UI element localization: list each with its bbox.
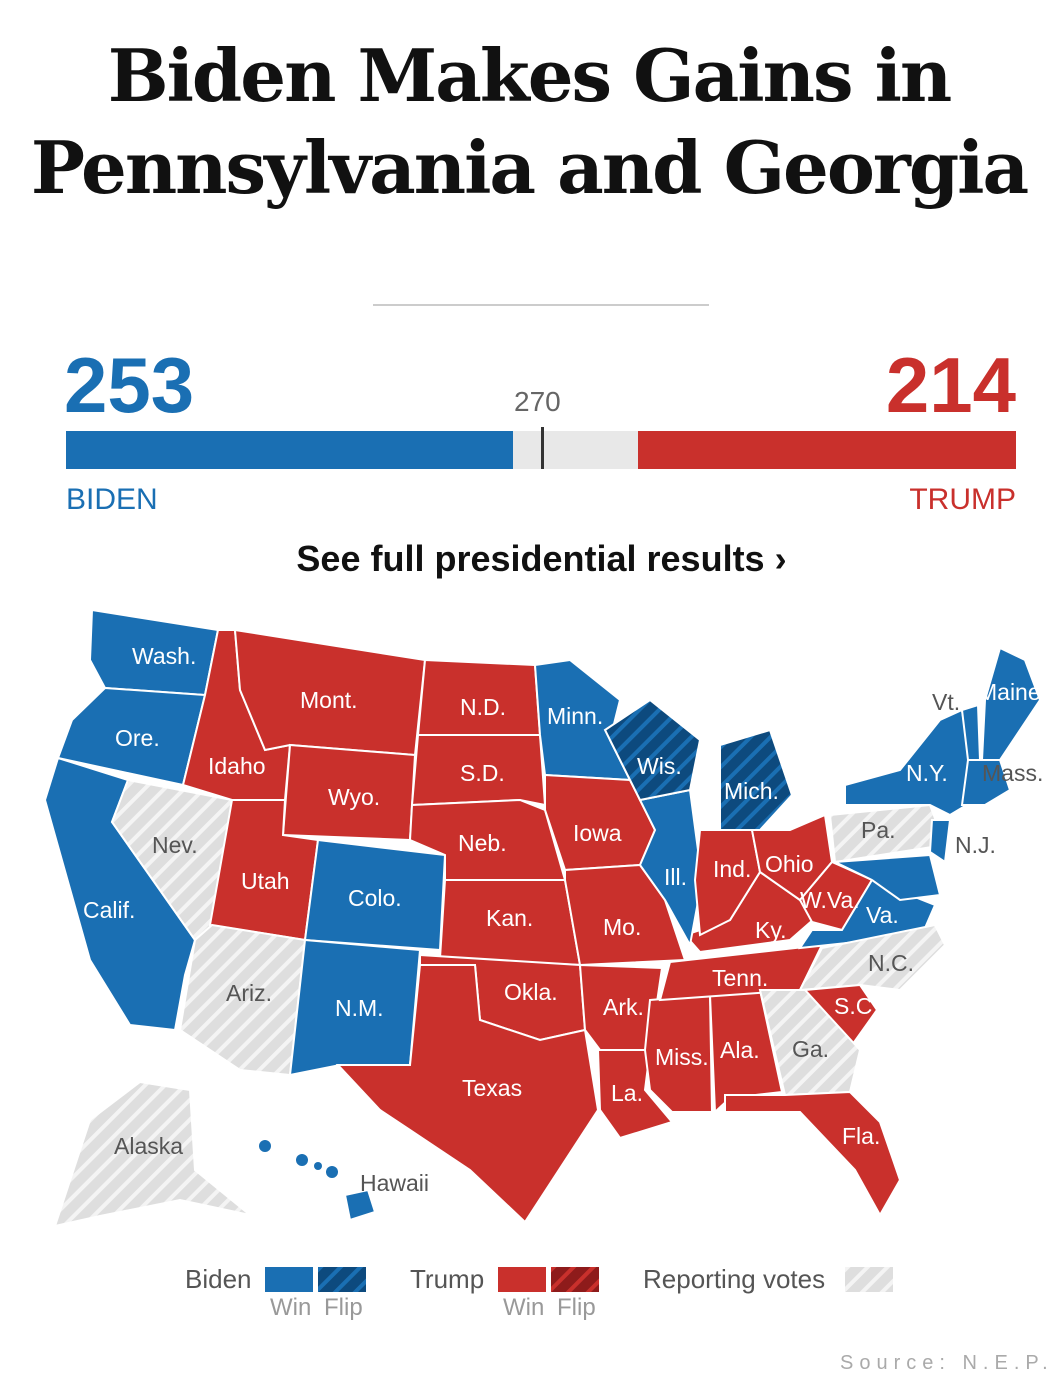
state-label-ark: Ark. — [603, 994, 644, 1020]
legend-biden-flip: Flip — [324, 1294, 363, 1321]
state-label-pa: Pa. — [861, 817, 896, 843]
trump-electoral-votes: 214 — [885, 341, 1016, 429]
trump-label: TRUMP — [909, 483, 1016, 516]
hawaii-island — [259, 1140, 271, 1152]
state-label-miss: Miss. — [655, 1044, 709, 1070]
state-mass[interactable] — [960, 759, 1012, 806]
legend-trump-win: Win — [503, 1294, 545, 1321]
state-label-ga: Ga. — [792, 1036, 829, 1062]
legend-trump-win-swatch — [498, 1267, 546, 1292]
hawaii-island — [296, 1154, 308, 1166]
state-label-n-j: N.J. — [955, 832, 996, 858]
legend-biden-win: Win — [270, 1294, 312, 1321]
state-label-iowa: Iowa — [573, 820, 622, 846]
state-label-ala: Ala. — [720, 1037, 760, 1063]
biden-bar — [66, 431, 513, 469]
state-label-wyo: Wyo. — [328, 784, 380, 810]
state-label-neb: Neb. — [458, 830, 507, 856]
threshold-marker — [541, 427, 545, 469]
state-label-okla: Okla. — [504, 979, 558, 1005]
hawaii-island — [314, 1162, 322, 1170]
state-label-nev: Nev. — [152, 832, 198, 858]
state-label-utah: Utah — [241, 868, 290, 894]
state-label-n-d: N.D. — [460, 694, 506, 720]
state-label-kan: Kan. — [486, 905, 533, 931]
state-label-texas: Texas — [462, 1075, 522, 1101]
state-label-n-c: N.C. — [868, 950, 914, 976]
state-s-d[interactable] — [410, 734, 547, 807]
state-label-colo: Colo. — [348, 885, 402, 911]
state-label-ky: Ky. — [755, 917, 787, 943]
state-label-wash: Wash. — [132, 643, 196, 669]
state-hawaii[interactable] — [343, 1188, 377, 1222]
legend-biden-win-swatch — [265, 1267, 313, 1292]
state-n-j[interactable] — [928, 819, 952, 864]
state-label-mo: Mo. — [603, 914, 641, 940]
state-ga[interactable] — [758, 989, 862, 1097]
state-texas[interactable] — [335, 964, 600, 1224]
biden-label: BIDEN — [66, 483, 158, 516]
legend-trump: Trump — [410, 1264, 485, 1294]
state-label-alaska: Alaska — [114, 1133, 183, 1159]
state-md[interactable] — [831, 853, 942, 902]
state-label-minn: Minn. — [547, 703, 603, 729]
state-alaska[interactable] — [53, 1080, 251, 1228]
state-label-vt: Vt. — [932, 689, 960, 715]
state-label-ind: Ind. — [713, 856, 751, 882]
full-results-link[interactable]: See full presidential results › — [296, 538, 787, 579]
us-electoral-map[interactable]: Wash. Ore. Calif. Nev. Idaho Mont. Wyo. Utah Col… — [0, 590, 1058, 1240]
state-label-n-m: N.M. — [335, 995, 384, 1021]
legend-trump-flip-swatch — [551, 1267, 599, 1292]
biden-electoral-votes: 253 — [64, 341, 195, 429]
state-ore[interactable] — [56, 686, 207, 787]
state-mich[interactable] — [719, 728, 794, 831]
state-label-hawaii: Hawaii — [360, 1170, 429, 1196]
remaining-bar — [512, 431, 639, 469]
state-label-n-y: N.Y. — [906, 760, 948, 786]
state-wis[interactable] — [603, 698, 702, 802]
state-label-idaho: Idaho — [208, 753, 266, 779]
state-label-s-c: S.C. — [834, 993, 879, 1019]
trump-bar — [638, 431, 1016, 469]
state-label-mich: Mich. — [724, 778, 779, 804]
state-ill[interactable] — [638, 788, 704, 948]
state-label-ore: Ore. — [115, 725, 160, 751]
legend-biden: Biden — [185, 1264, 252, 1294]
headline: Biden Makes Gains in Pennsylvania and Ge… — [0, 30, 1058, 214]
threshold-label: 270 — [514, 386, 561, 417]
state-label-ill: Ill. — [664, 864, 687, 890]
hawaii-island — [326, 1166, 338, 1178]
legend-trump-flip: Flip — [557, 1294, 596, 1321]
state-label-ohio: Ohio — [765, 851, 814, 877]
divider — [373, 304, 709, 306]
state-label-w-va: W.Va. — [800, 887, 860, 913]
legend-biden-flip-swatch — [318, 1267, 366, 1292]
state-label-fla: Fla. — [842, 1123, 880, 1149]
state-fla[interactable] — [724, 1090, 902, 1218]
state-label-mass: Mass. — [982, 760, 1043, 786]
headline-line-1: Biden Makes Gains in — [107, 33, 953, 118]
state-label-va: Va. — [866, 902, 899, 928]
state-label-wis: Wis. — [637, 753, 682, 779]
state-label-calif: Calif. — [83, 897, 135, 923]
state-label-la: La. — [611, 1080, 643, 1106]
headline-line-2: Pennsylvania and Georgia — [30, 125, 1029, 210]
state-label-ariz: Ariz. — [226, 980, 272, 1006]
legend-reporting-swatch — [845, 1267, 893, 1292]
state-label-tenn: Tenn. — [712, 965, 768, 991]
state-label-s-d: S.D. — [460, 760, 505, 786]
state-label-maine: Maine — [978, 679, 1041, 705]
state-label-mont: Mont. — [300, 687, 358, 713]
legend-reporting: Reporting votes — [643, 1264, 826, 1294]
